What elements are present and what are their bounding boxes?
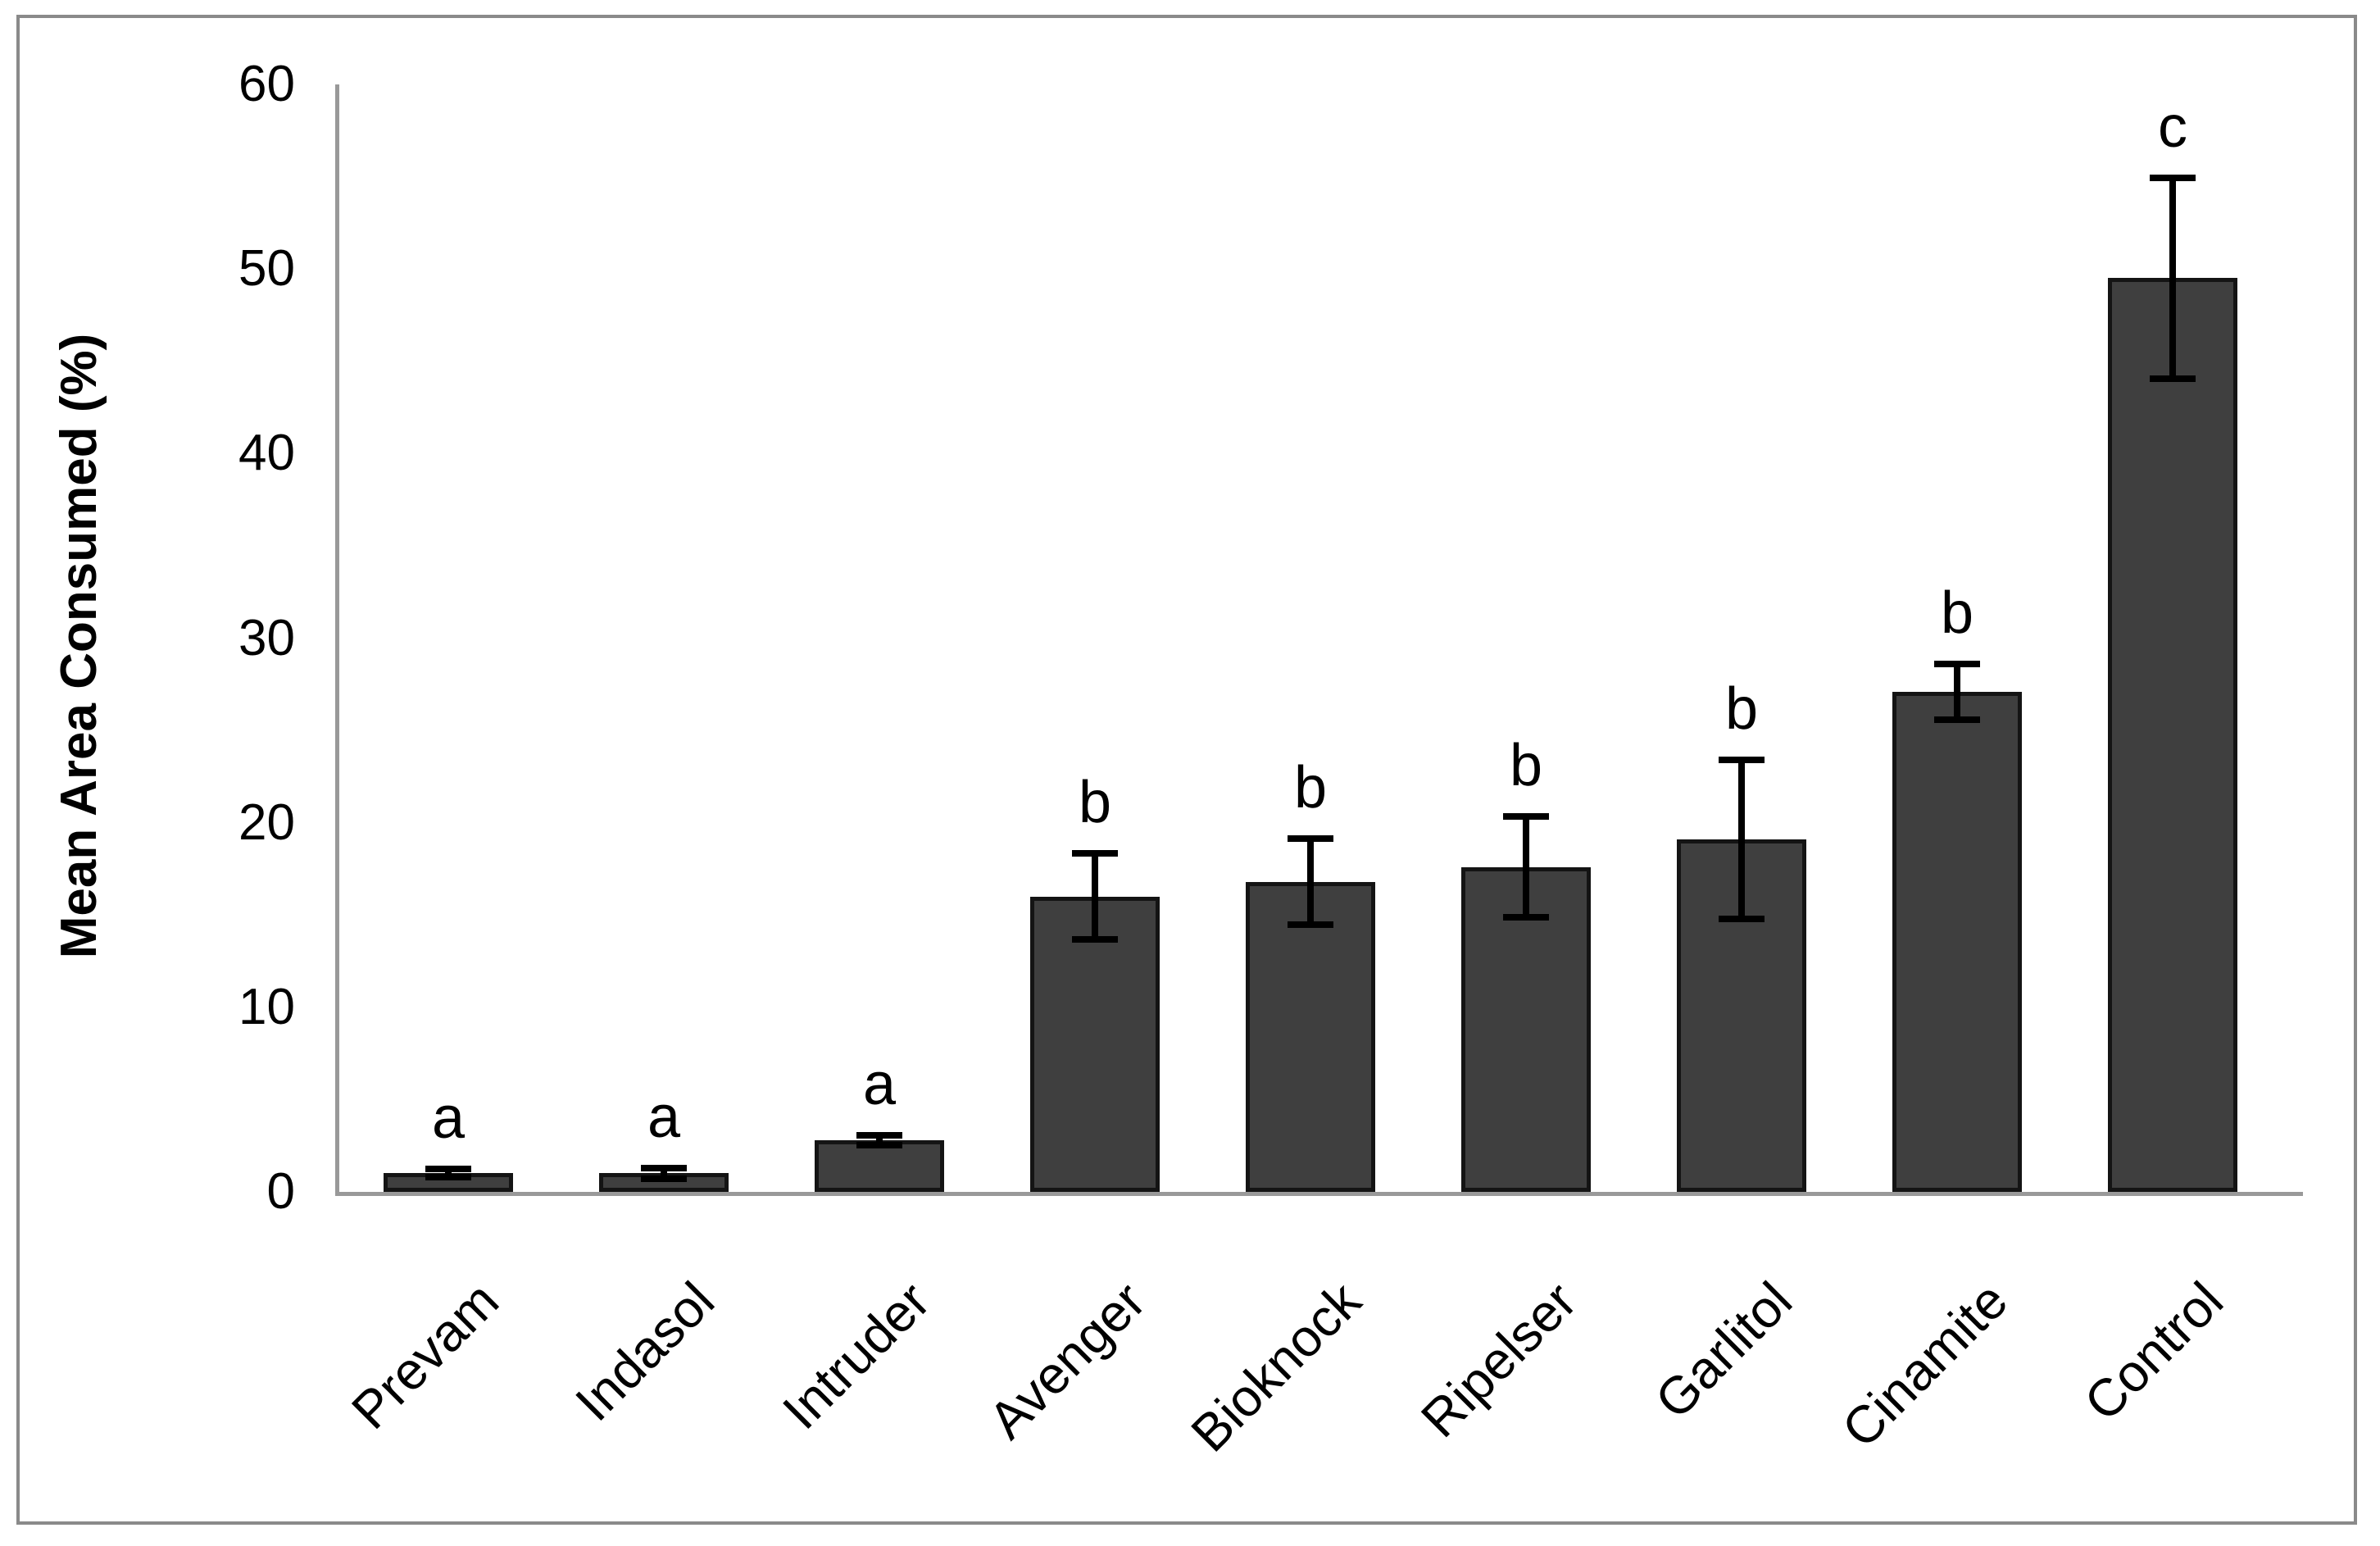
error-bar	[1092, 850, 1098, 944]
error-bar-top-cap	[1934, 660, 1980, 667]
error-bar-top-cap	[1288, 835, 1333, 843]
error-bar	[1307, 835, 1314, 928]
error-bar-bottom-cap	[1288, 921, 1333, 928]
bar-bioknock	[1246, 881, 1375, 1192]
error-bar	[1738, 756, 1745, 923]
error-bar	[876, 1131, 883, 1149]
bar-intruder	[815, 1139, 944, 1192]
y-tick-label: 20	[238, 793, 295, 851]
error-bar-bottom-cap	[425, 1174, 471, 1181]
significance-letter: a	[431, 1085, 466, 1152]
significance-letter: b	[1293, 755, 1328, 821]
error-bar-top-cap	[2150, 175, 2196, 182]
error-bar	[661, 1165, 667, 1182]
error-bar-top-cap	[1719, 756, 1765, 763]
error-bar-bottom-cap	[1072, 936, 1118, 944]
error-bar	[445, 1166, 452, 1181]
error-bar-top-cap	[856, 1131, 902, 1139]
significance-letter: c	[2158, 94, 2187, 161]
error-bar	[1523, 813, 1529, 921]
significance-letter: b	[1078, 770, 1112, 836]
y-axis-line	[335, 84, 339, 1196]
y-axis-title: Mean Area Consumed (%)	[51, 333, 107, 959]
significance-letter: a	[647, 1084, 681, 1151]
error-bar	[1954, 660, 1960, 724]
error-bar-bottom-cap	[1503, 914, 1549, 921]
error-bar-top-cap	[425, 1166, 471, 1173]
error-bar-bottom-cap	[1719, 916, 1765, 923]
error-bar-top-cap	[1503, 813, 1549, 821]
y-tick-label: 0	[266, 1163, 295, 1220]
error-bar-bottom-cap	[1934, 716, 1980, 724]
error-bar-bottom-cap	[641, 1175, 687, 1182]
error-bar-top-cap	[1072, 850, 1118, 857]
error-bar-top-cap	[641, 1165, 687, 1172]
error-bar-bottom-cap	[2150, 375, 2196, 382]
significance-letter: b	[1509, 733, 1543, 799]
bar-control	[2108, 278, 2237, 1192]
significance-letter: b	[1940, 580, 1974, 646]
y-tick-label: 30	[238, 609, 295, 666]
y-tick-label: 10	[238, 978, 295, 1035]
bar-avenger	[1030, 896, 1160, 1192]
error-bar	[2169, 175, 2176, 382]
y-tick-label: 60	[238, 56, 295, 112]
y-tick-label: 50	[238, 240, 295, 298]
significance-letter: b	[1724, 675, 1759, 742]
significance-letter: a	[862, 1051, 897, 1117]
error-bar-bottom-cap	[856, 1142, 902, 1149]
bar-ripelser	[1461, 866, 1591, 1192]
y-tick-label: 40	[238, 425, 295, 482]
x-axis-line	[335, 1192, 2303, 1196]
bar-cinamite	[1892, 691, 2022, 1192]
